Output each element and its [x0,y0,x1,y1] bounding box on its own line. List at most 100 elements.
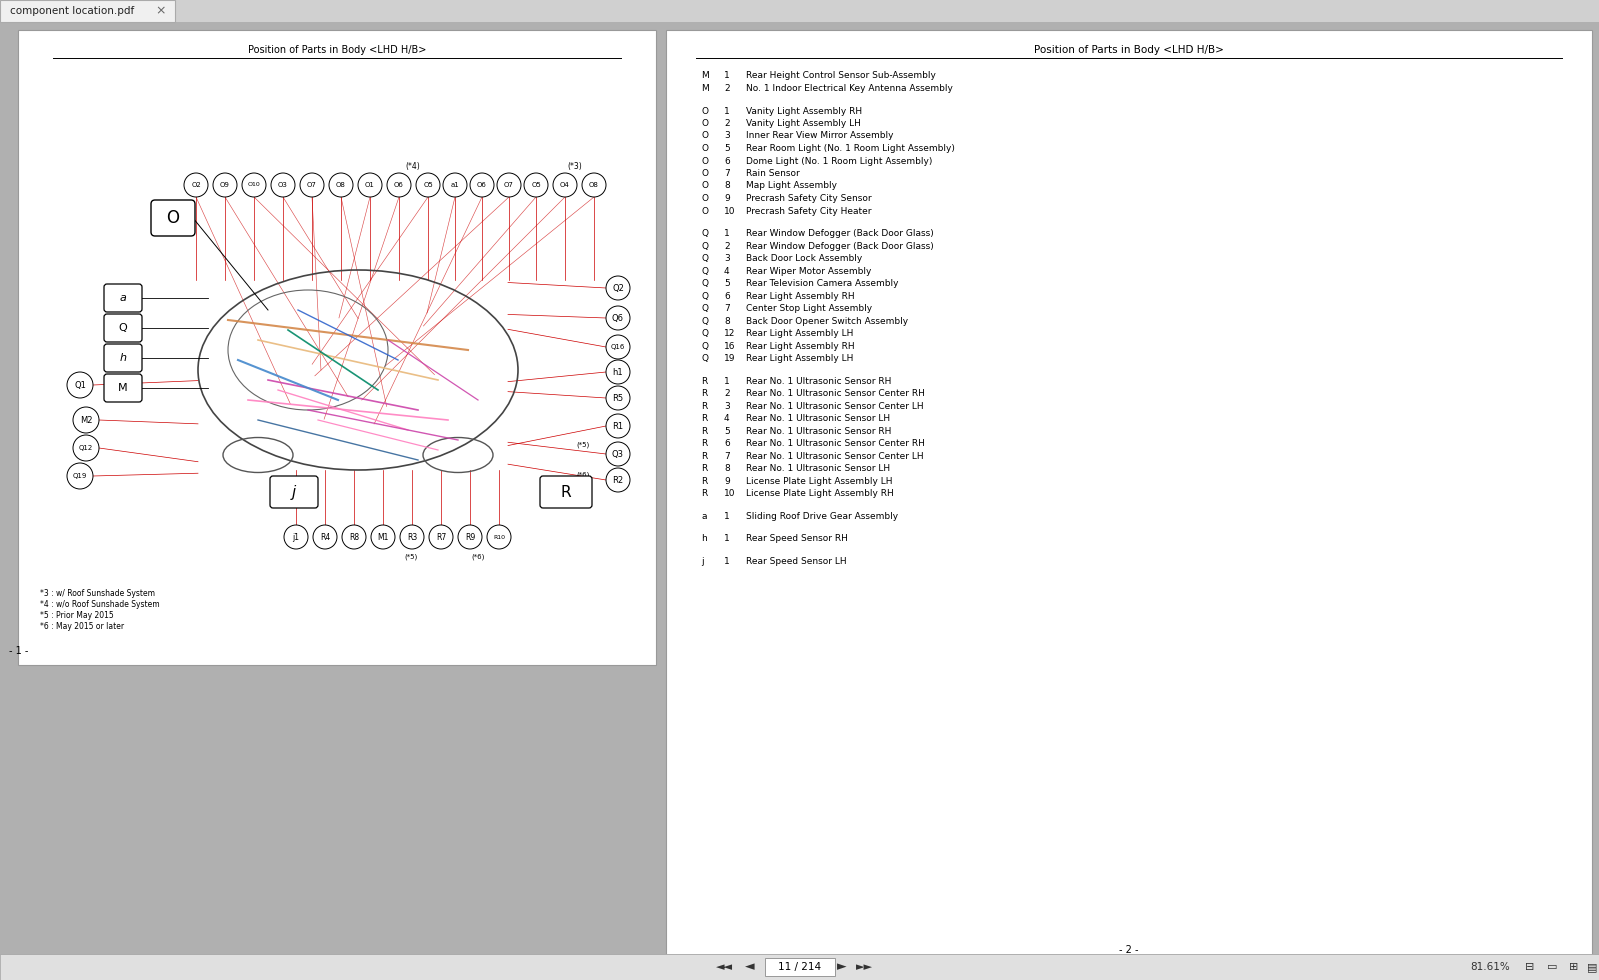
FancyBboxPatch shape [104,284,142,312]
Circle shape [606,414,630,438]
Text: R3: R3 [406,532,417,542]
Text: Vanity Light Assembly RH: Vanity Light Assembly RH [747,107,862,116]
Text: h: h [120,353,126,363]
Text: Q16: Q16 [611,344,625,350]
Circle shape [553,173,577,197]
Text: O: O [700,144,708,153]
Text: ⊟: ⊟ [1525,962,1535,972]
Text: Rear Room Light (No. 1 Room Light Assembly): Rear Room Light (No. 1 Room Light Assemb… [747,144,955,153]
Text: component location.pdf: component location.pdf [10,6,134,16]
Text: 6: 6 [724,157,729,166]
Text: O1: O1 [365,182,374,188]
Text: R: R [700,489,707,498]
Text: Rear Speed Sensor LH: Rear Speed Sensor LH [747,557,846,565]
Text: Rear Window Defogger (Back Door Glass): Rear Window Defogger (Back Door Glass) [747,229,934,238]
Text: j: j [293,484,296,500]
Text: ⊞: ⊞ [1569,962,1578,972]
Text: j1: j1 [293,532,299,542]
Text: O: O [700,194,708,203]
Text: ◄◄: ◄◄ [716,962,732,972]
Text: O: O [700,169,708,178]
Text: h: h [700,534,707,543]
Text: M1: M1 [377,532,389,542]
Bar [0,0,174,22]
Text: Sliding Roof Drive Gear Assembly: Sliding Roof Drive Gear Assembly [747,512,899,520]
Text: Q: Q [700,241,708,251]
Text: 7: 7 [724,169,729,178]
Text: R: R [700,476,707,485]
Bar [0,0,1599,22]
Text: R: R [700,389,707,398]
Text: R9: R9 [465,532,475,542]
Text: ►►: ►► [855,962,873,972]
Text: Rain Sensor: Rain Sensor [747,169,800,178]
Circle shape [342,525,366,549]
Bar [764,958,835,976]
Circle shape [371,525,395,549]
Text: Q: Q [700,254,708,263]
Text: 4: 4 [724,414,729,423]
Text: O9: O9 [221,182,230,188]
Text: 3: 3 [724,131,729,140]
Circle shape [270,173,294,197]
Text: M2: M2 [80,416,93,424]
Text: O2: O2 [192,182,201,188]
Text: 1: 1 [724,534,729,543]
Text: M: M [118,383,128,393]
Text: (*3): (*3) [568,163,582,172]
Circle shape [241,173,265,197]
Text: O4: O4 [560,182,569,188]
Text: O6: O6 [393,182,405,188]
Text: Map Light Assembly: Map Light Assembly [747,181,836,190]
Text: 1: 1 [724,557,729,565]
Text: (*5): (*5) [405,554,417,561]
Text: 5: 5 [724,144,729,153]
Text: M: M [700,72,708,80]
Circle shape [443,173,467,197]
Text: R2: R2 [612,475,624,484]
Text: Rear Speed Sensor RH: Rear Speed Sensor RH [747,534,847,543]
Text: M: M [700,84,708,93]
FancyBboxPatch shape [540,476,592,508]
Circle shape [67,463,93,489]
Text: ×: × [155,5,166,18]
Text: ►: ► [836,960,846,973]
Text: R: R [700,414,707,423]
Text: 9: 9 [724,194,729,203]
Text: ▭: ▭ [1546,962,1557,972]
Text: Precrash Safety City Heater: Precrash Safety City Heater [747,207,871,216]
FancyBboxPatch shape [270,476,318,508]
Text: a1: a1 [451,182,459,188]
Text: Rear Window Defogger (Back Door Glass): Rear Window Defogger (Back Door Glass) [747,241,934,251]
Circle shape [67,372,93,398]
FancyBboxPatch shape [104,344,142,372]
Text: 1: 1 [724,376,729,385]
Circle shape [582,173,606,197]
Text: 4: 4 [724,267,729,275]
Text: Q: Q [700,354,708,363]
Text: 2: 2 [724,119,729,128]
Text: R: R [700,402,707,411]
Text: Rear Wiper Motor Assembly: Rear Wiper Motor Assembly [747,267,871,275]
Text: 2: 2 [724,84,729,93]
Text: O7: O7 [307,182,317,188]
Text: 7: 7 [724,304,729,313]
Circle shape [313,525,337,549]
Text: O: O [700,119,708,128]
Text: (*5): (*5) [576,442,590,448]
Text: Q: Q [700,341,708,351]
Text: Q: Q [700,304,708,313]
Text: O5: O5 [531,182,540,188]
Text: h1: h1 [612,368,624,376]
Circle shape [285,525,309,549]
Circle shape [74,407,99,433]
Text: 8: 8 [724,181,729,190]
Circle shape [606,306,630,330]
Text: 6: 6 [724,291,729,301]
Text: Q: Q [700,329,708,338]
Text: Q19: Q19 [74,473,88,479]
Text: (*6): (*6) [576,471,590,478]
Text: a: a [120,293,126,303]
Bar [18,30,656,665]
Text: Center Stop Light Assembly: Center Stop Light Assembly [747,304,871,313]
